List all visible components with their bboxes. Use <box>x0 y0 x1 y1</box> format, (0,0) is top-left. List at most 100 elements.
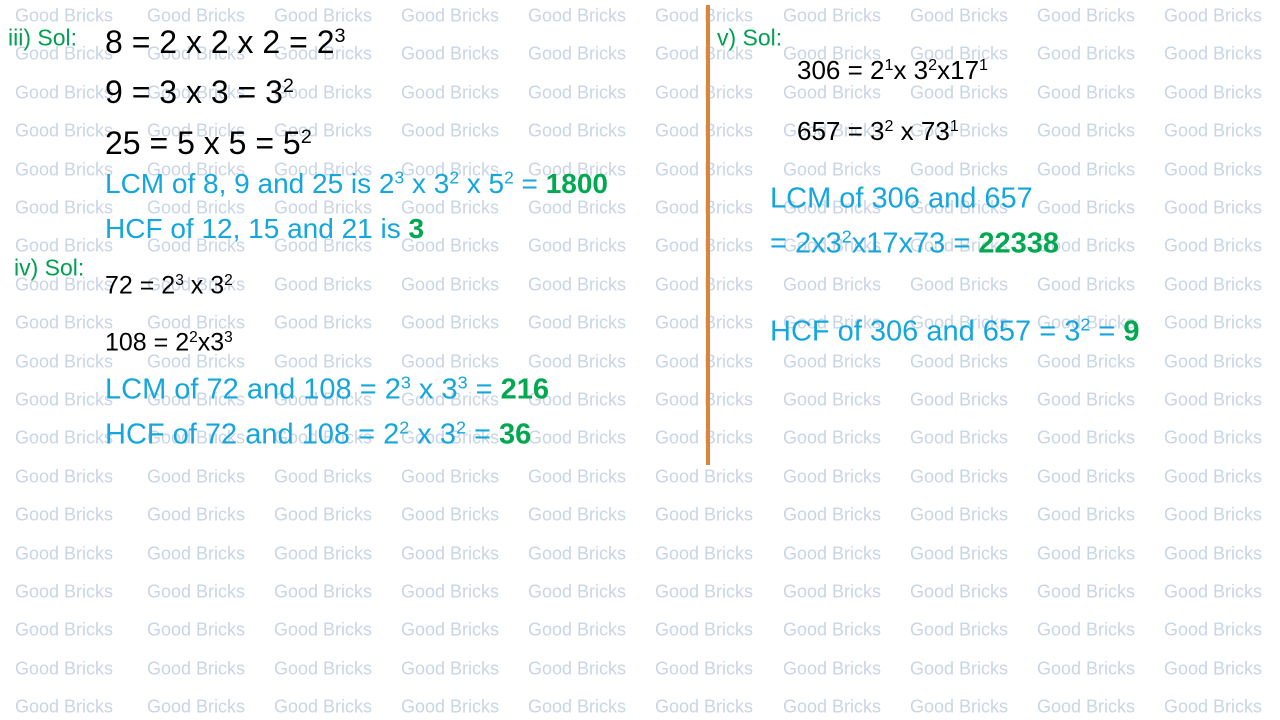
watermark: Good Bricks <box>910 658 1009 679</box>
watermark: Good Bricks <box>910 5 1009 26</box>
text-run: x17 <box>937 55 980 85</box>
answer: 3 <box>408 213 425 244</box>
watermark: Good Bricks <box>401 543 500 564</box>
watermark: Good Bricks <box>1164 466 1263 487</box>
watermark: Good Bricks <box>655 696 754 717</box>
watermark: Good Bricks <box>655 274 754 295</box>
exponent: 2 <box>282 75 294 98</box>
text-run: x3 <box>197 328 225 357</box>
watermark: Good Bricks <box>655 504 754 525</box>
watermark: Good Bricks <box>910 159 1009 180</box>
watermark: Good Bricks <box>274 312 373 333</box>
watermark: Good Bricks <box>147 351 246 372</box>
watermark: Good Bricks <box>15 696 114 717</box>
watermark: Good Bricks <box>1164 581 1263 602</box>
watermark: Good Bricks <box>1037 82 1136 103</box>
watermark: Good Bricks <box>147 389 246 410</box>
watermark: Good Bricks <box>147 466 246 487</box>
watermark: Good Bricks <box>274 235 373 256</box>
watermark: Good Bricks <box>1164 658 1263 679</box>
watermark: Good Bricks <box>147 312 246 333</box>
text-run: x 3 <box>410 373 458 406</box>
watermark: Good Bricks <box>910 274 1009 295</box>
watermark: Good Bricks <box>274 619 373 640</box>
watermark: Good Bricks <box>1037 543 1136 564</box>
watermark: Good Bricks <box>910 581 1009 602</box>
watermark: Good Bricks <box>910 43 1009 64</box>
watermark: Good Bricks <box>910 466 1009 487</box>
watermark: Good Bricks <box>783 274 882 295</box>
text-run: 657 = 3 <box>797 116 885 146</box>
watermark: Good Bricks <box>147 274 246 295</box>
watermark: Good Bricks <box>910 351 1009 372</box>
watermark: Good Bricks <box>655 427 754 448</box>
watermark: Good Bricks <box>655 43 754 64</box>
equation-line: 25 = 5 x 5 = 52 <box>105 127 312 159</box>
watermark: Good Bricks <box>528 197 627 218</box>
text-run: 72 = 2 <box>105 271 176 300</box>
watermark: Good Bricks <box>147 197 246 218</box>
watermark: Good Bricks <box>274 82 373 103</box>
watermark: Good Bricks <box>1164 543 1263 564</box>
exponent: 3 <box>334 25 346 48</box>
watermark: Good Bricks <box>147 235 246 256</box>
watermark: Good Bricks <box>783 120 882 141</box>
watermark: Good Bricks <box>528 427 627 448</box>
watermark: Good Bricks <box>274 120 373 141</box>
watermark: Good Bricks <box>783 43 882 64</box>
watermark: Good Bricks <box>401 82 500 103</box>
watermark: Good Bricks <box>15 43 114 64</box>
watermark: Good Bricks <box>147 43 246 64</box>
watermark: Good Bricks <box>1164 696 1263 717</box>
text-run: x 3 <box>893 55 929 85</box>
watermark: Good Bricks <box>1164 274 1263 295</box>
watermark: Good Bricks <box>15 274 114 295</box>
watermark: Good Bricks <box>528 658 627 679</box>
answer: 216 <box>500 373 550 406</box>
watermark: Good Bricks <box>1037 389 1136 410</box>
watermark: Good Bricks <box>528 312 627 333</box>
watermark: Good Bricks <box>1164 82 1263 103</box>
text-run: = <box>1090 315 1124 348</box>
watermark: Good Bricks <box>15 658 114 679</box>
watermark: Good Bricks <box>528 504 627 525</box>
equation-line: 72 = 23 x 32 <box>105 271 233 300</box>
watermark: Good Bricks <box>1164 427 1263 448</box>
watermark: Good Bricks <box>147 658 246 679</box>
watermark: Good Bricks <box>1037 235 1136 256</box>
text-run: x 5 <box>458 168 505 199</box>
watermark: Good Bricks <box>147 159 246 180</box>
watermark: Good Bricks <box>15 427 114 448</box>
watermark: Good Bricks <box>783 658 882 679</box>
watermark: Good Bricks <box>1164 504 1263 525</box>
watermark: Good Bricks <box>401 619 500 640</box>
exponent: 1 <box>949 117 959 136</box>
watermark: Good Bricks <box>783 504 882 525</box>
watermark: Good Bricks <box>528 581 627 602</box>
watermark: Good Bricks <box>1164 351 1263 372</box>
watermark: Good Bricks <box>783 197 882 218</box>
watermark: Good Bricks <box>147 427 246 448</box>
watermark: Good Bricks <box>1037 504 1136 525</box>
watermark: Good Bricks <box>910 235 1009 256</box>
exponent: 1 <box>979 56 988 75</box>
watermark: Good Bricks <box>15 5 114 26</box>
watermark: Good Bricks <box>15 504 114 525</box>
watermark: Good Bricks <box>655 581 754 602</box>
watermark: Good Bricks <box>1037 5 1136 26</box>
watermark: Good Bricks <box>783 159 882 180</box>
watermark: Good Bricks <box>274 658 373 679</box>
exponent: 2 <box>884 117 894 136</box>
watermark: Good Bricks <box>783 82 882 103</box>
watermark: Good Bricks <box>1037 658 1136 679</box>
watermark: Good Bricks <box>147 120 246 141</box>
watermark: Good Bricks <box>528 5 627 26</box>
watermark: Good Bricks <box>1037 159 1136 180</box>
watermark: Good Bricks <box>15 82 114 103</box>
text-run: LCM of 8, 9 and 25 is 2 <box>105 168 395 199</box>
watermark: Good Bricks <box>528 274 627 295</box>
exponent: 2 <box>300 126 312 149</box>
exponent: 3 <box>394 167 405 188</box>
watermark: Good Bricks <box>655 658 754 679</box>
equation-line: 657 = 32 x 731 <box>797 118 959 144</box>
